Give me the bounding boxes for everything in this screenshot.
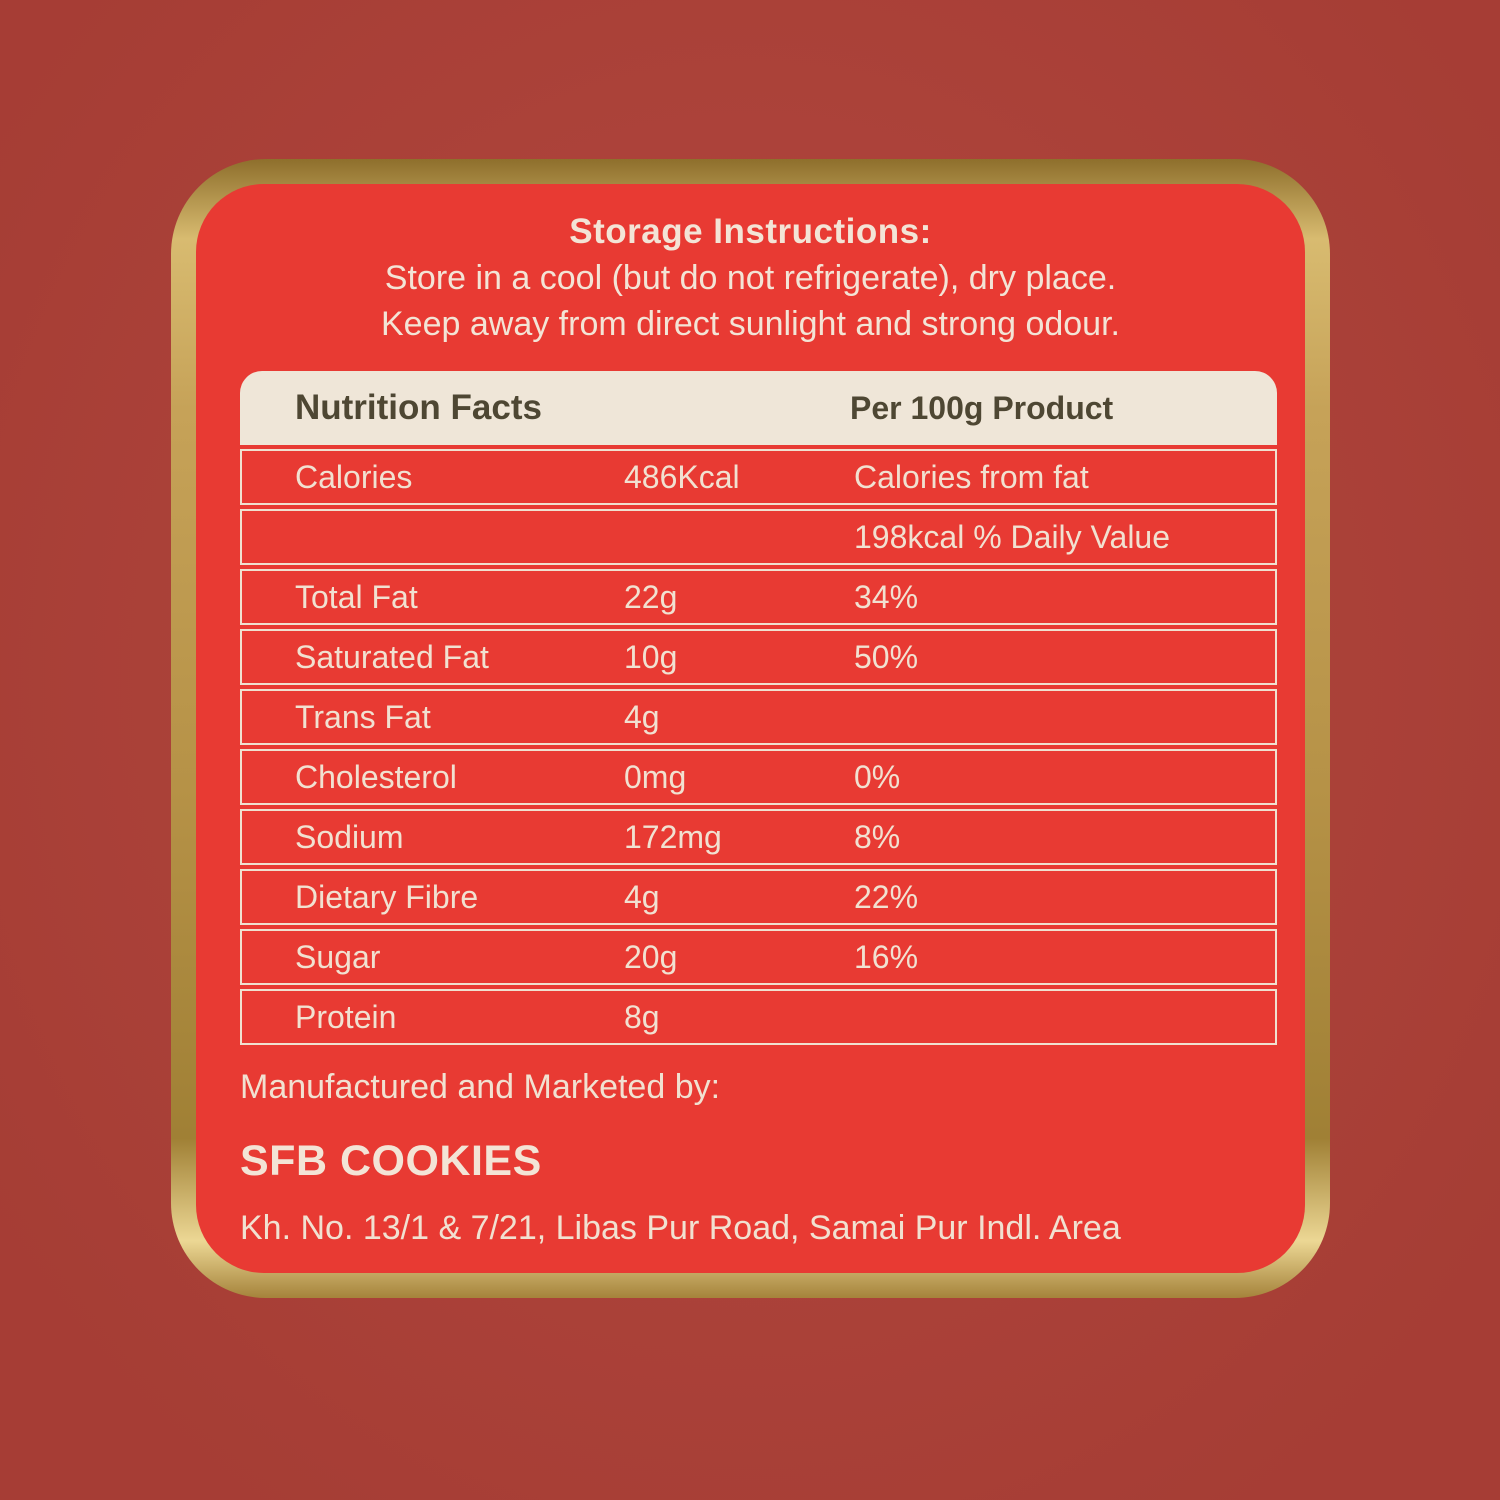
- storage-instructions-title: Storage Instructions:: [569, 212, 932, 251]
- row-amount: 486Kcal: [624, 458, 740, 495]
- row-label: Sodium: [295, 818, 404, 855]
- row-amount: 22g: [624, 578, 678, 615]
- table-row: Protein 8g: [240, 989, 1277, 1045]
- table-row: 198kcal % Daily Value: [240, 509, 1277, 565]
- row-extra: 16%: [854, 938, 919, 975]
- row-label: Calories: [295, 458, 413, 495]
- row-extra: 22%: [854, 878, 919, 915]
- table-row: Trans Fat 4g: [240, 689, 1277, 745]
- row-amount: 20g: [624, 938, 678, 975]
- row-label: Total Fat: [295, 578, 418, 615]
- nutrition-facts-table: Nutrition Facts Per 100g Product Calorie…: [240, 371, 1277, 1045]
- manufacturer-address: Kh. No. 13/1 & 7/21, Libas Pur Road, Sam…: [240, 1209, 1121, 1247]
- table-row: Sodium 172mg 8%: [240, 809, 1277, 865]
- row-extra: 8%: [854, 818, 901, 855]
- row-extra: 34%: [854, 578, 919, 615]
- storage-instructions: Storage Instructions: Store in a cool (b…: [196, 208, 1305, 347]
- table-row: Sugar 20g 16%: [240, 929, 1277, 985]
- manufacturer-intro: Manufactured and Marketed by:: [240, 1068, 721, 1106]
- row-amount: 4g: [624, 878, 660, 915]
- row-amount: 0mg: [624, 758, 687, 795]
- row-label: Protein: [295, 998, 397, 1035]
- serving-basis-label: Per 100g Product: [850, 389, 1114, 426]
- storage-instructions-line: Store in a cool (but do not refrigerate)…: [384, 259, 1117, 297]
- row-extra: Calories from fat: [854, 458, 1089, 495]
- row-label: Saturated Fat: [295, 638, 489, 675]
- nutrition-table-header: Nutrition Facts Per 100g Product: [240, 371, 1277, 445]
- row-amount: 4g: [624, 698, 660, 735]
- label-panel: Storage Instructions: Store in a cool (b…: [196, 184, 1305, 1273]
- row-amount: 8g: [624, 998, 660, 1035]
- row-extra: 0%: [854, 758, 901, 795]
- manufacturer-name: SFB COOKIES: [240, 1137, 542, 1185]
- storage-instructions-line: Keep away from direct sunlight and stron…: [381, 305, 1120, 343]
- table-row: Dietary Fibre 4g 22%: [240, 869, 1277, 925]
- nutrition-facts-title: Nutrition Facts: [295, 388, 542, 427]
- row-extra: 50%: [854, 638, 919, 675]
- table-row: Saturated Fat 10g 50%: [240, 629, 1277, 685]
- table-row: Calories 486Kcal Calories from fat: [240, 449, 1277, 505]
- row-label: Cholesterol: [295, 758, 457, 795]
- row-label: Dietary Fibre: [295, 878, 479, 915]
- row-amount: 172mg: [624, 818, 722, 855]
- table-row: Total Fat 22g 34%: [240, 569, 1277, 625]
- table-row: Cholesterol 0mg 0%: [240, 749, 1277, 805]
- row-amount: 10g: [624, 638, 678, 675]
- row-extra: 198kcal % Daily Value: [854, 518, 1171, 555]
- gold-frame-border: Storage Instructions: Store in a cool (b…: [171, 159, 1330, 1298]
- row-label: Sugar: [295, 938, 381, 975]
- row-label: Trans Fat: [295, 698, 431, 735]
